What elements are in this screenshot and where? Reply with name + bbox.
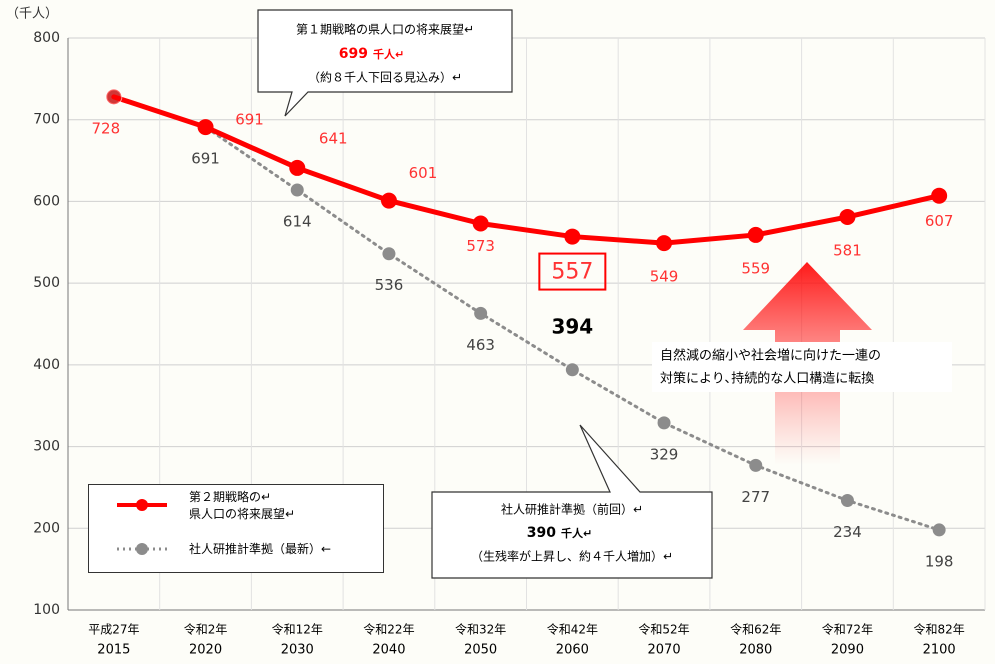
x-tick-label: 令和22年 — [363, 622, 414, 637]
x-tick-label: 令和32年 — [455, 622, 506, 637]
x-tick-label: 令和72年 — [822, 622, 873, 637]
y-tick-label: 300 — [33, 439, 60, 455]
callout-value: 699 — [339, 46, 368, 62]
value-label: 549 — [650, 268, 679, 286]
point — [289, 159, 306, 176]
point — [747, 226, 764, 243]
value-label: 728 — [92, 119, 121, 137]
y-tick-label: 600 — [33, 193, 60, 209]
value-label: 641 — [319, 129, 348, 147]
callout-unit: 千人↵ — [561, 526, 592, 540]
value-label: 463 — [466, 336, 495, 354]
point — [197, 119, 214, 136]
point — [931, 187, 948, 204]
x-tick-year: 2060 — [556, 643, 589, 658]
legend-key — [136, 543, 148, 555]
arrow-text: 対策により､持続的な人口構造に転換 — [660, 371, 874, 387]
x-tick-year: 2080 — [739, 643, 772, 658]
arrow-text: 自然減の縮小や社会増に向けた一連の — [660, 348, 881, 364]
legend: 第２期戦略の↵ 県人口の将来展望↵ 社人研推計準拠（最新）← — [88, 484, 384, 573]
x-tick-label: 令和82年 — [914, 622, 965, 637]
highlight-box — [538, 252, 607, 291]
value-label: 581 — [833, 241, 862, 259]
value-label: 691 — [235, 111, 264, 129]
callout-text: （約８千人下回る見込み）↵ — [308, 70, 462, 85]
callout-unit: 千人↵ — [373, 47, 404, 61]
value-label: 277 — [741, 488, 770, 506]
x-tick-label: 令和12年 — [272, 622, 323, 637]
point — [382, 247, 396, 261]
x-tick-year: 2050 — [464, 643, 497, 658]
point — [564, 228, 581, 245]
x-tick-label: 令和62年 — [730, 622, 781, 637]
legend-keys — [117, 499, 167, 555]
point — [472, 215, 489, 232]
callout-box — [257, 9, 513, 117]
point — [105, 88, 123, 106]
value-label: 394 — [551, 314, 593, 338]
callout-text: 社人研推計準拠（前回）↵ — [501, 502, 643, 517]
value-label: 557 — [551, 260, 593, 285]
value-label: 234 — [833, 523, 862, 541]
x-tick-label: 令和52年 — [638, 622, 689, 637]
arrow-text-box — [652, 342, 952, 392]
point — [657, 416, 671, 430]
x-tick-year: 2030 — [281, 643, 314, 658]
legend-label: 第２期戦略の↵ 県人口の将来展望↵ — [189, 490, 296, 521]
value-label: 614 — [283, 212, 312, 230]
y-tick-label: 100 — [33, 602, 60, 618]
point — [840, 494, 854, 508]
x-tick-label: 令和42年 — [547, 622, 598, 637]
value-label: 559 — [741, 259, 770, 277]
x-tick-label: 令和2年 — [184, 622, 228, 637]
point — [474, 306, 488, 320]
x-tick-year: 2100 — [923, 643, 956, 658]
point — [656, 235, 673, 252]
point — [932, 523, 946, 537]
point — [749, 458, 763, 472]
x-tick-year: 2070 — [648, 643, 681, 658]
value-label: 573 — [466, 237, 495, 255]
y-tick-label: 200 — [33, 520, 60, 536]
series-line — [111, 94, 942, 246]
y-tick-label: 500 — [33, 275, 60, 291]
point — [565, 363, 579, 377]
callout-box — [431, 424, 713, 579]
series-line — [112, 95, 941, 532]
value-label: 607 — [925, 212, 954, 230]
value-label: 691 — [191, 150, 220, 168]
callout-text: （生残率が上昇し、約４千人増加）↵ — [471, 549, 673, 564]
callout-text: 第１期戦略の県人口の将来展望↵ — [296, 22, 474, 37]
value-label: 329 — [650, 445, 679, 463]
x-tick-year: 2015 — [97, 643, 130, 658]
legend-key — [136, 499, 148, 511]
y-tick-label: 800 — [33, 30, 60, 46]
y-tick-label: 700 — [33, 112, 60, 128]
x-tick-label: 平成27年 — [88, 623, 139, 637]
value-label: 601 — [409, 164, 438, 182]
y-tick-label: 400 — [33, 357, 60, 373]
y-unit: （千人） — [6, 7, 58, 22]
point — [290, 183, 304, 197]
point — [380, 192, 397, 209]
value-label: 536 — [375, 276, 404, 294]
value-label: 198 — [925, 552, 954, 570]
x-tick-year: 2090 — [831, 643, 864, 658]
point — [839, 208, 856, 225]
x-tick-year: 2020 — [189, 643, 222, 658]
legend-label: 社人研推計準拠（最新）← — [189, 542, 332, 556]
x-tick-year: 2040 — [372, 643, 405, 658]
callout-value: 390 — [527, 525, 556, 541]
